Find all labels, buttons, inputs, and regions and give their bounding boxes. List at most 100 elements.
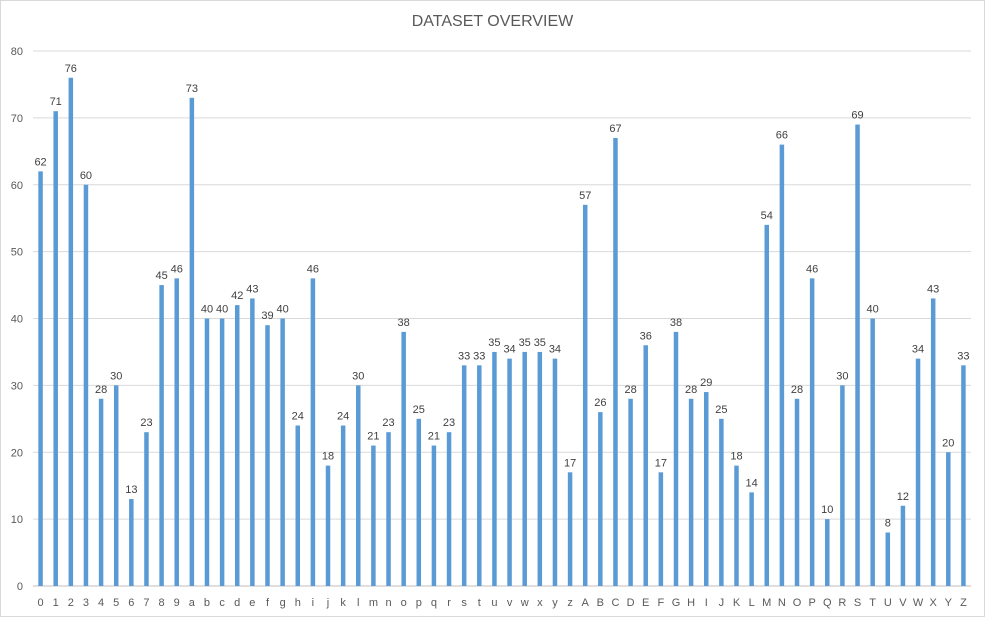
x-tick-label: 6 xyxy=(128,597,134,609)
y-tick-label: 70 xyxy=(11,113,23,125)
x-tick-label: p xyxy=(416,597,422,609)
bar xyxy=(734,465,739,586)
bar xyxy=(643,345,648,586)
x-tick-label: i xyxy=(312,597,314,609)
x-tick-label: E xyxy=(642,597,649,609)
bar xyxy=(340,425,346,586)
bar xyxy=(582,204,588,586)
y-tick-label: 50 xyxy=(11,247,23,259)
x-tick-label: S xyxy=(854,597,861,609)
x-tick-label: 5 xyxy=(113,597,119,609)
x-tick-label: P xyxy=(808,597,815,609)
data-label: 34 xyxy=(549,344,561,356)
bar xyxy=(189,97,195,586)
bar xyxy=(356,385,361,586)
data-label: 57 xyxy=(579,190,591,202)
data-label: 23 xyxy=(140,417,152,429)
data-label: 8 xyxy=(885,518,891,530)
y-tick-label: 30 xyxy=(11,380,23,392)
bar xyxy=(325,465,331,586)
data-label: 35 xyxy=(534,337,546,349)
bar xyxy=(83,184,89,586)
bar xyxy=(719,418,724,586)
data-label: 13 xyxy=(125,484,137,496)
x-tick-label: l xyxy=(357,597,359,609)
data-label: 21 xyxy=(367,431,379,443)
x-tick-label: x xyxy=(537,597,543,609)
data-label: 38 xyxy=(670,317,682,329)
x-tick-label: D xyxy=(627,597,635,609)
data-label: 66 xyxy=(776,130,788,142)
x-tick-label: 1 xyxy=(53,597,59,609)
bar xyxy=(234,305,240,586)
data-label: 43 xyxy=(927,283,939,295)
bar xyxy=(598,412,603,586)
data-label: 24 xyxy=(337,411,349,423)
data-label: 38 xyxy=(398,317,410,329)
data-label: 40 xyxy=(277,304,289,316)
bar xyxy=(386,432,391,586)
data-label: 46 xyxy=(307,263,319,275)
data-label: 33 xyxy=(473,350,485,362)
data-label: 30 xyxy=(836,370,848,382)
bar xyxy=(416,418,422,586)
bar xyxy=(446,432,452,586)
bar xyxy=(628,398,633,586)
x-tick-label: b xyxy=(204,597,210,609)
bar xyxy=(567,472,573,586)
x-tick-label: d xyxy=(234,597,240,609)
x-tick-label: v xyxy=(507,597,513,609)
x-tick-label: M xyxy=(762,597,771,609)
data-label: 12 xyxy=(897,491,909,503)
x-tick-label: f xyxy=(266,597,270,609)
x-tick-label: n xyxy=(385,597,391,609)
data-label: 28 xyxy=(791,384,803,396)
x-tick-label: j xyxy=(326,597,329,609)
x-tick-label: H xyxy=(687,597,695,609)
x-tick-label: w xyxy=(520,597,529,609)
x-tick-label: B xyxy=(597,597,604,609)
x-tick-label: q xyxy=(431,597,437,609)
bar xyxy=(522,351,527,586)
bar xyxy=(401,331,406,586)
x-tick-label: T xyxy=(869,597,876,609)
bar xyxy=(98,398,104,586)
x-tick-label: s xyxy=(461,597,467,609)
bar xyxy=(870,318,875,586)
data-label: 33 xyxy=(458,350,470,362)
x-tick-label: Y xyxy=(945,597,953,609)
data-label: 14 xyxy=(746,477,758,489)
data-label: 17 xyxy=(564,457,576,469)
data-label: 35 xyxy=(488,337,500,349)
x-tick-label: U xyxy=(884,597,892,609)
x-tick-label: W xyxy=(913,597,924,609)
x-tick-label: X xyxy=(930,597,938,609)
data-label: 34 xyxy=(912,344,924,356)
data-label: 23 xyxy=(382,417,394,429)
bar xyxy=(537,351,543,586)
data-label: 45 xyxy=(155,270,167,282)
bar xyxy=(794,398,800,586)
data-label: 20 xyxy=(942,437,954,449)
data-label: 67 xyxy=(609,123,621,135)
bar xyxy=(38,171,43,586)
y-tick-label: 0 xyxy=(17,581,23,593)
x-tick-label: R xyxy=(838,597,846,609)
data-label: 71 xyxy=(50,96,62,108)
chart-title: DATASET OVERVIEW xyxy=(411,13,574,30)
data-label: 62 xyxy=(34,156,46,168)
data-label: 28 xyxy=(624,384,636,396)
x-tick-label: 4 xyxy=(98,597,104,609)
data-label: 35 xyxy=(519,337,531,349)
data-label: 28 xyxy=(685,384,697,396)
data-label: 60 xyxy=(80,170,92,182)
x-tick-label: Q xyxy=(823,597,832,609)
data-label: 33 xyxy=(957,350,969,362)
x-tick-label: o xyxy=(401,597,407,609)
data-label: 26 xyxy=(594,397,606,409)
x-tick-label: m xyxy=(369,597,378,609)
bar xyxy=(552,358,558,586)
data-label: 73 xyxy=(186,83,198,95)
